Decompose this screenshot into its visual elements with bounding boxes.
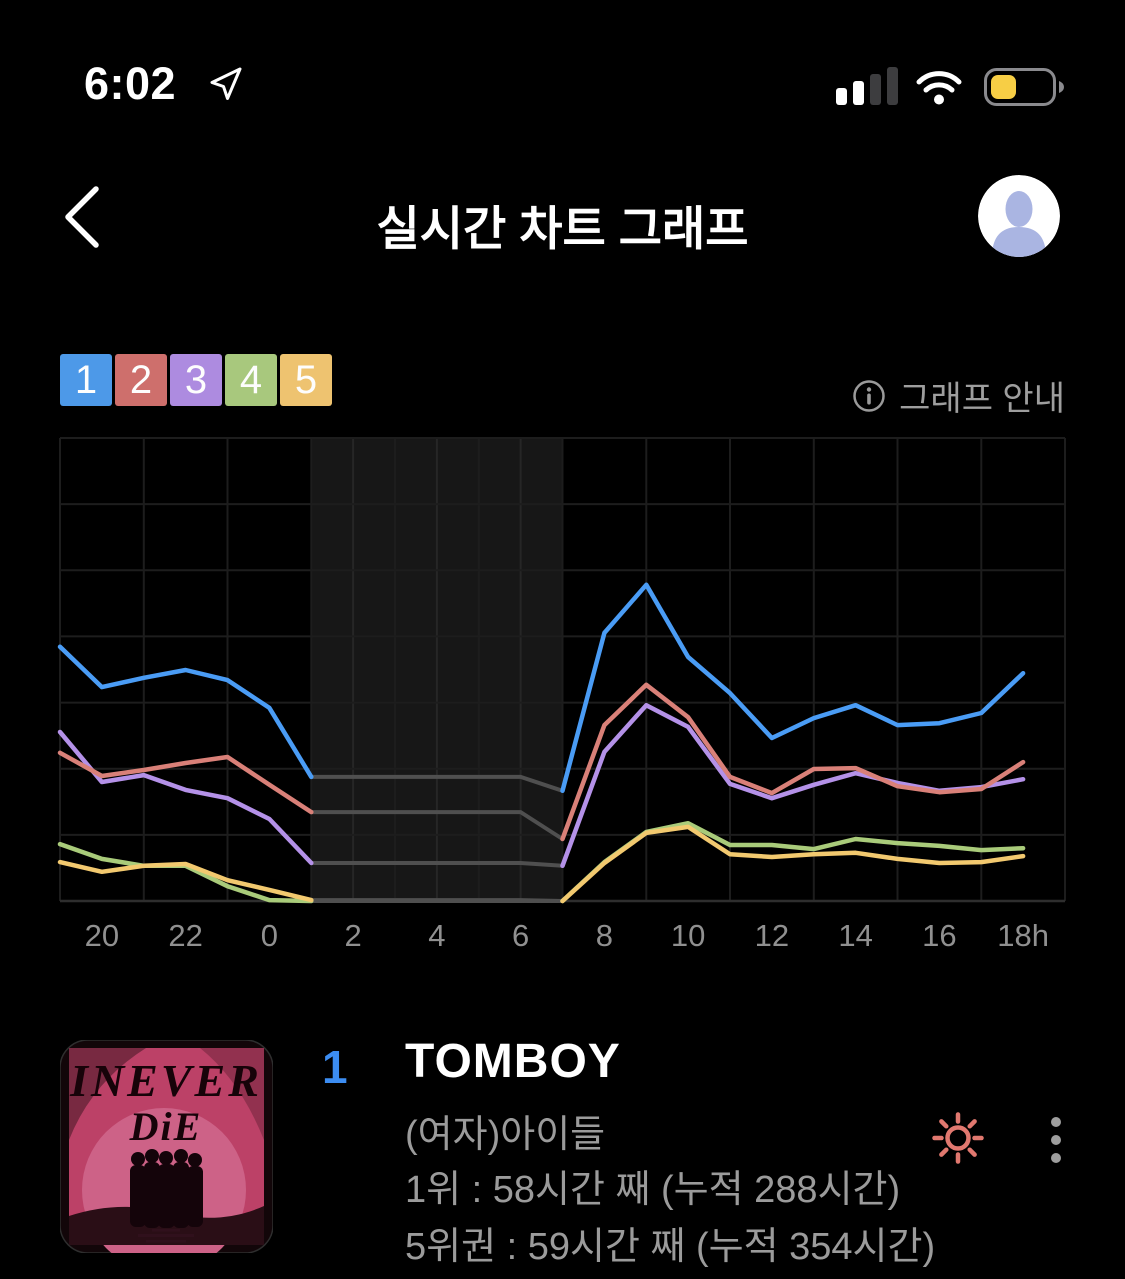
horizontal-gridlines — [60, 437, 1065, 903]
svg-text:16: 16 — [922, 918, 956, 953]
graph-info-button[interactable]: 그래프 안내 — [852, 371, 1065, 420]
wifi-icon — [916, 71, 962, 105]
profile-avatar[interactable] — [978, 175, 1060, 257]
vertical-gridlines — [59, 438, 1066, 901]
svg-text:18h: 18h — [997, 918, 1049, 953]
frozen-line-1 — [311, 774, 564, 793]
album-title-line1: INEVER — [69, 1055, 262, 1106]
svg-text:22: 22 — [168, 918, 202, 953]
svg-text:0: 0 — [261, 918, 278, 953]
track-rank: 1 — [322, 1041, 348, 1093]
battery-icon — [984, 68, 1064, 106]
frozen-line-5 — [311, 898, 563, 903]
back-button[interactable] — [54, 180, 110, 254]
series-1-pre — [57, 644, 314, 780]
chevron-left-icon — [65, 186, 99, 248]
album-fine-print — [138, 1229, 194, 1243]
svg-text:10: 10 — [671, 918, 705, 953]
series-lines — [57, 582, 1026, 904]
legend-rank-5[interactable]: 5 — [280, 354, 332, 406]
track-artist: (여자)아이들 — [405, 1114, 606, 1156]
info-icon — [853, 379, 885, 412]
track-stat-rank1-hours: 1위 : 58시간 째 (누적 288시간) — [405, 1169, 901, 1211]
sun-icon — [932, 1112, 984, 1164]
svg-text:4: 4 — [428, 918, 445, 953]
album-art[interactable]: INEVER DiE — [59, 1039, 274, 1254]
frozen-segments — [311, 774, 564, 903]
frozen-line-2 — [311, 810, 564, 841]
cellular-signal-icon — [836, 67, 898, 105]
album-silhouettes — [130, 1149, 203, 1228]
graph-info-label: 그래프 안내 — [899, 380, 1065, 418]
svg-text:14: 14 — [838, 918, 872, 953]
svg-text:20: 20 — [85, 918, 119, 953]
page-title: 실시간 차트 그래프 — [376, 202, 749, 255]
series-2-post — [560, 682, 1026, 842]
track-stat-top5-hours: 5위권 : 59시간 째 (누적 354시간) — [405, 1226, 936, 1268]
now-playing-button[interactable] — [930, 1110, 986, 1169]
svg-text:2: 2 — [344, 918, 361, 953]
svg-text:12: 12 — [755, 918, 789, 953]
series-5-pre — [57, 859, 314, 903]
series-2-pre — [57, 750, 314, 815]
legend-rank-3[interactable]: 3 — [170, 354, 222, 406]
series-5-post — [560, 824, 1026, 904]
kebab-menu-icon — [1051, 1117, 1061, 1163]
series-3-pre — [57, 729, 314, 866]
location-arrow-icon — [210, 67, 242, 100]
x-axis-labels: 20 22 0 2 4 6 8 10 12 14 16 18h — [85, 918, 1049, 953]
album-title-line2: DiE — [129, 1104, 203, 1149]
legend-rank-2[interactable]: 2 — [115, 354, 167, 406]
album-cover-i-never-die: INEVER DiE — [59, 1039, 274, 1254]
person-icon — [978, 175, 1060, 257]
svg-text:6: 6 — [512, 918, 529, 953]
legend-rank-1[interactable]: 1 — [60, 354, 112, 406]
frozen-line-3 — [311, 861, 563, 868]
track-title[interactable]: TOMBOY — [405, 1035, 621, 1088]
rank-trend-chart[interactable]: 20 22 0 2 4 6 8 10 12 14 16 18h — [0, 0, 1125, 1000]
rank-legend: 1 2 3 4 5 — [60, 354, 332, 406]
status-time: 6:02 — [84, 58, 177, 109]
svg-text:8: 8 — [596, 918, 613, 953]
more-menu-button[interactable] — [1044, 1108, 1068, 1175]
legend-rank-4[interactable]: 4 — [225, 354, 277, 406]
series-1-post — [560, 582, 1026, 794]
